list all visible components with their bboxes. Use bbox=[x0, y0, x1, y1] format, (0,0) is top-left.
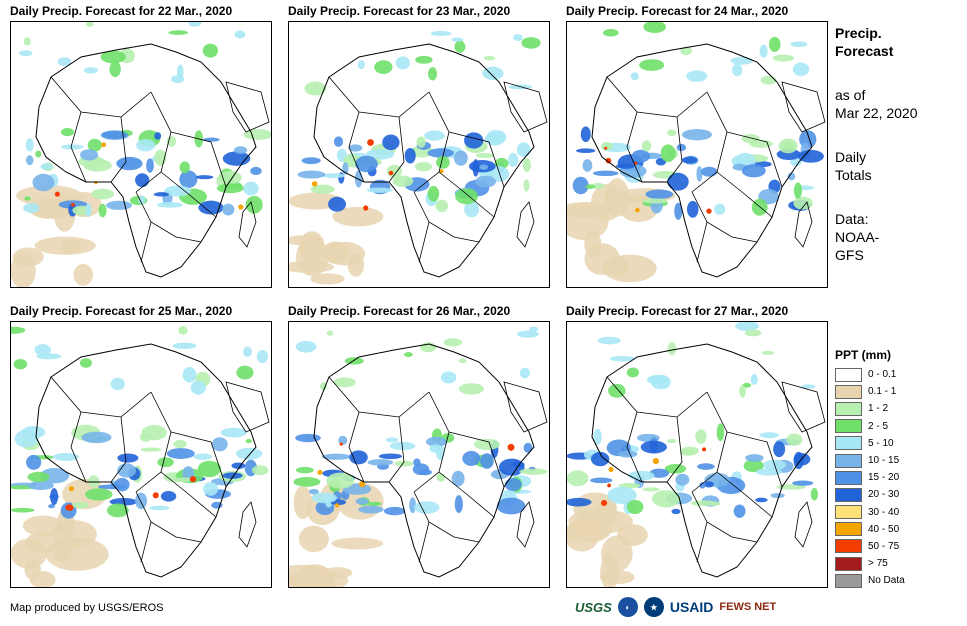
credit-text: Map produced by USGS/EROS bbox=[10, 602, 164, 614]
fews-net-logo-icon: FEWS NET bbox=[719, 601, 777, 613]
legend-label: 5 - 10 bbox=[868, 437, 894, 449]
side-info: Precip. Forecast as of Mar 22, 2020 Dail… bbox=[835, 24, 918, 264]
forecast-panel-6: Daily Precip. Forecast for 27 Mar., 2020 bbox=[566, 304, 828, 588]
panel-title: Daily Precip. Forecast for 22 Mar., 2020 bbox=[10, 4, 233, 18]
legend-label: 30 - 40 bbox=[868, 506, 900, 518]
legend-swatch bbox=[835, 487, 862, 502]
legend-item: 50 - 75 bbox=[835, 538, 905, 555]
legend-item: 0.1 - 1 bbox=[835, 383, 905, 400]
legend-rows: 0 - 0.1 0.1 - 1 1 - 2 2 - 5 5 - 10 10 - 15 15 … bbox=[835, 366, 905, 589]
legend-item: 1 - 2 bbox=[835, 400, 905, 417]
panel-title: Daily Precip. Forecast for 27 Mar., 2020 bbox=[566, 304, 789, 318]
forecast-panel-2: Daily Precip. Forecast for 23 Mar., 2020 bbox=[288, 4, 550, 288]
legend-label: 0 - 0.1 bbox=[868, 369, 897, 381]
legend-swatch bbox=[835, 401, 862, 416]
legend-item: 40 - 50 bbox=[835, 521, 905, 538]
forecast-map bbox=[10, 21, 272, 288]
legend-label: 40 - 50 bbox=[868, 523, 900, 535]
totals-line-1: Daily bbox=[835, 149, 867, 165]
legend-item: No Data bbox=[835, 572, 905, 589]
logo-strip: USGS ◐ ★ USAID FEWS NET bbox=[575, 595, 825, 619]
legend-item: > 75 bbox=[835, 555, 905, 572]
legend-swatch bbox=[835, 573, 862, 588]
panel-title: Daily Precip. Forecast for 23 Mar., 2020 bbox=[288, 4, 511, 18]
legend-swatch bbox=[835, 539, 862, 554]
forecast-panel-1: Daily Precip. Forecast for 22 Mar., 2020 bbox=[10, 4, 272, 288]
source-line-2: NOAA- bbox=[835, 229, 880, 245]
usaid-logo: USAID bbox=[669, 599, 714, 615]
legend-swatch bbox=[835, 384, 862, 399]
legend-label: > 75 bbox=[868, 558, 888, 570]
legend-swatch bbox=[835, 556, 862, 571]
source-line-1: Data: bbox=[835, 211, 869, 227]
legend-item: 5 - 10 bbox=[835, 435, 905, 452]
legend-label: 50 - 75 bbox=[868, 540, 900, 552]
noaa-logo-icon: ◐ bbox=[617, 597, 638, 617]
forecast-panel-3: Daily Precip. Forecast for 24 Mar., 2020 bbox=[566, 4, 828, 288]
legend-label: 15 - 20 bbox=[868, 472, 900, 484]
forecast-map bbox=[566, 321, 828, 588]
forecast-panel-4: Daily Precip. Forecast for 25 Mar., 2020 bbox=[10, 304, 272, 588]
legend-swatch bbox=[835, 453, 862, 468]
legend-item: 20 - 30 bbox=[835, 486, 905, 503]
legend-swatch bbox=[835, 505, 862, 520]
forecast-map bbox=[288, 21, 550, 288]
asof-line-2: Mar 22, 2020 bbox=[835, 105, 918, 121]
legend-label: No Data bbox=[868, 575, 905, 587]
totals-line-2: Totals bbox=[835, 167, 872, 183]
legend-swatch bbox=[835, 522, 862, 537]
panel-title: Daily Precip. Forecast for 24 Mar., 2020 bbox=[566, 4, 789, 18]
legend-item: 30 - 40 bbox=[835, 504, 905, 521]
source-line-3: GFS bbox=[835, 247, 864, 263]
panel-title: Daily Precip. Forecast for 25 Mar., 2020 bbox=[10, 304, 233, 318]
legend-swatch bbox=[835, 436, 862, 451]
usaid-seal-icon: ★ bbox=[643, 597, 664, 617]
forecast-map bbox=[566, 21, 828, 288]
usgs-logo-icon: USGS bbox=[575, 599, 612, 615]
legend-item: 2 - 5 bbox=[835, 418, 905, 435]
forecast-map bbox=[288, 321, 550, 588]
legend-item: 15 - 20 bbox=[835, 469, 905, 486]
panel-title: Daily Precip. Forecast for 26 Mar., 2020 bbox=[288, 304, 511, 318]
legend-swatch bbox=[835, 419, 862, 434]
legend-item: 10 - 15 bbox=[835, 452, 905, 469]
asof-line-1: as of bbox=[835, 87, 866, 103]
legend-label: 1 - 2 bbox=[868, 403, 889, 415]
legend-swatch bbox=[835, 367, 862, 382]
legend-label: 2 - 5 bbox=[868, 420, 889, 432]
legend-swatch bbox=[835, 470, 862, 485]
legend-label: 20 - 30 bbox=[868, 489, 900, 501]
legend-label: 10 - 15 bbox=[868, 455, 900, 467]
legend: PPT (mm) 0 - 0.1 0.1 - 1 1 - 2 2 - 5 5 - 10 1… bbox=[835, 348, 905, 589]
forecast-panel-5: Daily Precip. Forecast for 26 Mar., 2020 bbox=[288, 304, 550, 588]
heading-line-1: Precip. bbox=[835, 25, 882, 41]
heading-line-2: Forecast bbox=[835, 43, 894, 59]
legend-title: PPT (mm) bbox=[835, 348, 892, 362]
forecast-map bbox=[10, 321, 272, 588]
legend-label: 0.1 - 1 bbox=[868, 386, 897, 398]
legend-item: 0 - 0.1 bbox=[835, 366, 905, 383]
